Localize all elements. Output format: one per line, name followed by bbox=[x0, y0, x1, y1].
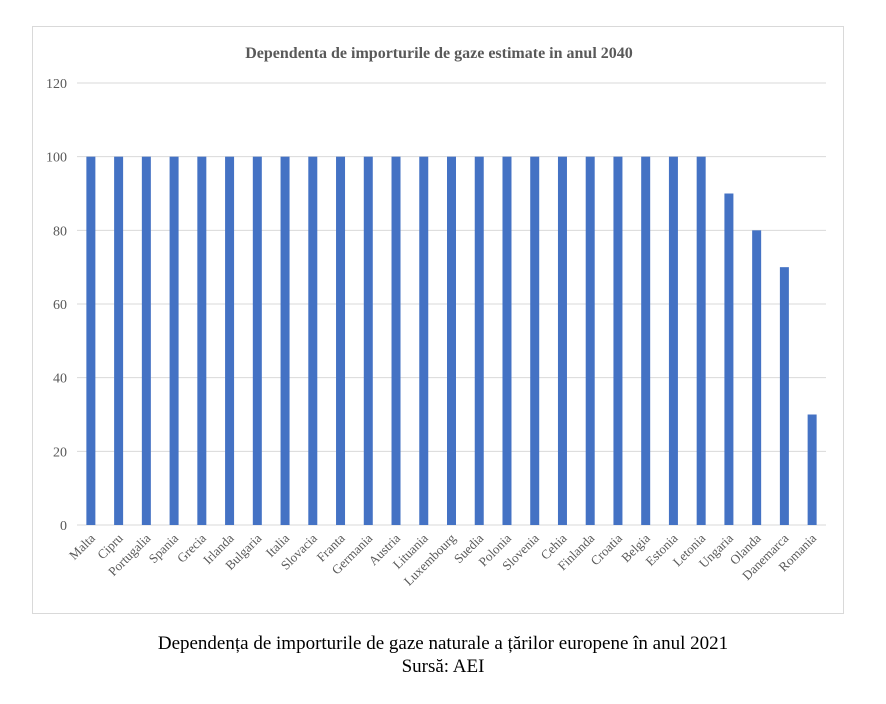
bar-franta bbox=[336, 156, 346, 525]
bar-ungaria bbox=[724, 193, 734, 525]
bar-finlanda bbox=[585, 156, 595, 525]
bar-spania bbox=[169, 156, 179, 525]
y-tick-label: 20 bbox=[53, 445, 67, 460]
bar-germania bbox=[363, 156, 373, 525]
bar-suedia bbox=[474, 156, 484, 525]
x-axis-labels: MaltaCipruPortugaliaSpaniaGreciaIrlandaB… bbox=[66, 530, 819, 588]
bar-austria bbox=[391, 156, 401, 525]
y-tick-label: 120 bbox=[46, 77, 67, 92]
bar-cehia bbox=[557, 156, 567, 525]
figure-caption: Dependența de importurile de gaze natura… bbox=[157, 633, 729, 654]
chart-frame: 0 20 40 60 80 100 120 Malta Cipru Portugalia Span… bbox=[32, 26, 844, 614]
bar-slovenia bbox=[530, 156, 540, 525]
bar-cipru bbox=[114, 156, 124, 525]
bar-chart: 0 20 40 60 80 100 120 MaltaCipruPortugaliaSpan… bbox=[46, 45, 826, 588]
bar-bulgaria bbox=[252, 156, 262, 525]
bar-portugalia bbox=[141, 156, 151, 525]
y-tick-label: 100 bbox=[46, 151, 67, 166]
bar-irlanda bbox=[225, 156, 235, 525]
y-tick-label: 80 bbox=[53, 224, 67, 239]
bar-malta bbox=[86, 156, 96, 525]
bar-lituania bbox=[419, 156, 429, 525]
x-tick-label: Malta bbox=[66, 530, 98, 562]
bar-letonia bbox=[696, 156, 706, 525]
bar-estonia bbox=[668, 156, 678, 525]
bars bbox=[86, 156, 817, 526]
bar-italia bbox=[280, 156, 290, 525]
x-tick-label: Croatia bbox=[587, 530, 625, 568]
y-tick-label: 40 bbox=[53, 372, 67, 387]
y-tick-label: 60 bbox=[53, 298, 67, 313]
chart-title: Dependenta de importurile de gaze estima… bbox=[245, 45, 633, 62]
figure-source: Sursă: AEI bbox=[401, 656, 485, 677]
bar-danemarca bbox=[779, 267, 789, 525]
bar-romania bbox=[807, 414, 817, 525]
bar-olanda bbox=[752, 230, 762, 526]
bar-grecia bbox=[197, 156, 207, 525]
bar-polonia bbox=[502, 156, 512, 525]
bar-croatia bbox=[613, 156, 623, 525]
bar-slovacia bbox=[308, 156, 318, 525]
bar-belgia bbox=[641, 156, 651, 525]
y-tick-label: 0 bbox=[60, 519, 67, 534]
x-tick-label: Spania bbox=[146, 530, 182, 566]
y-axis-labels: 0 20 40 60 80 100 120 bbox=[46, 77, 67, 534]
bar-luxembourg bbox=[447, 156, 456, 525]
